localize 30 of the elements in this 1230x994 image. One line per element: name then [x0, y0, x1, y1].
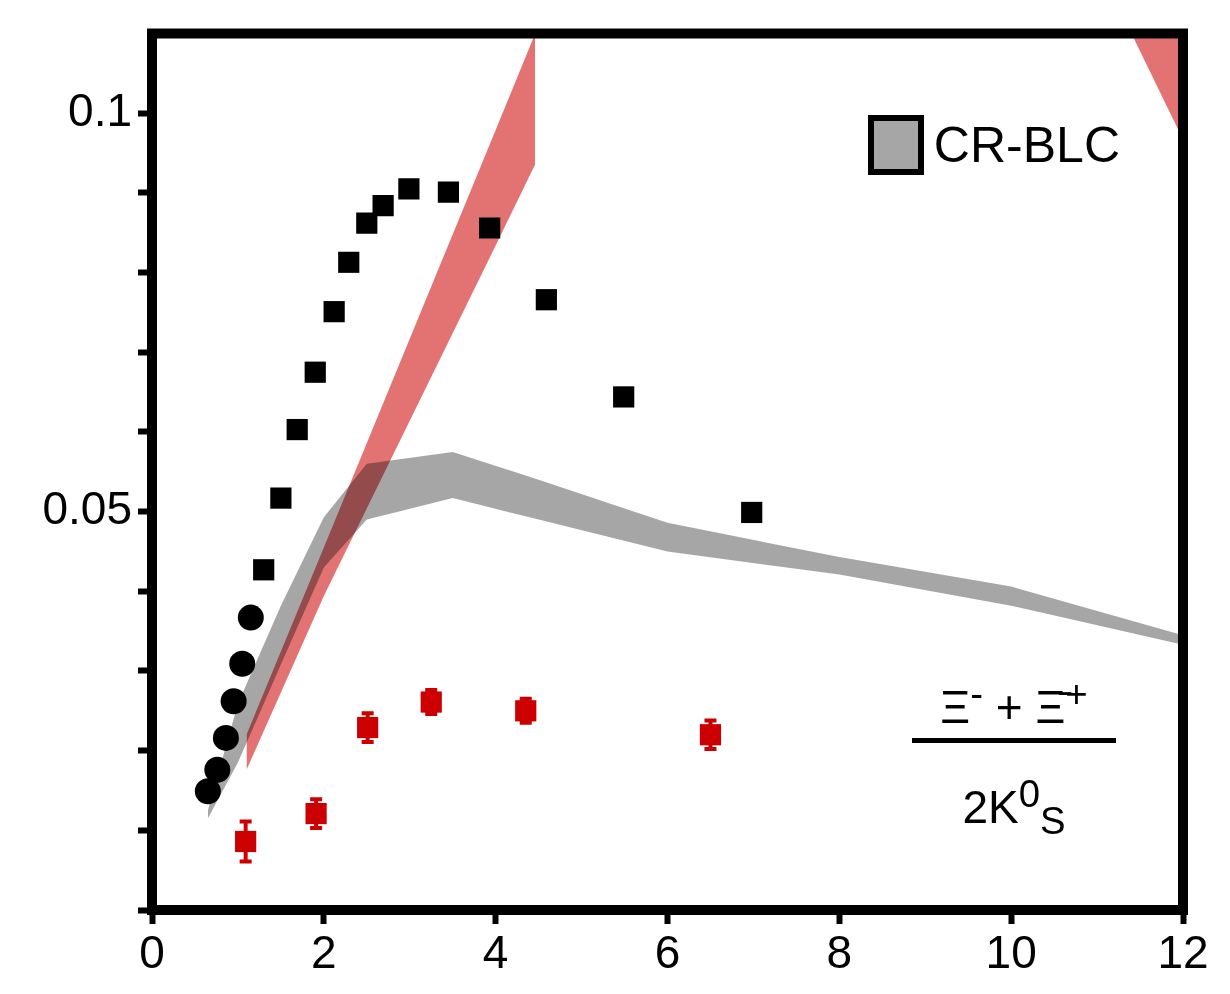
point — [437, 181, 460, 203]
x-tick-label: 8 — [826, 926, 853, 979]
x-tick-label: 4 — [482, 926, 509, 979]
point — [220, 688, 247, 715]
y-tick-label: 0.05 — [42, 482, 132, 535]
x-tick-label: 10 — [985, 926, 1037, 979]
x-tick-label: 0 — [139, 926, 165, 979]
point — [741, 501, 763, 524]
x-tick-label: 12 — [1157, 926, 1209, 979]
point — [229, 650, 256, 677]
point — [286, 418, 308, 441]
point — [479, 217, 501, 239]
point — [338, 251, 360, 273]
x-tick-label: 6 — [654, 926, 681, 979]
point — [535, 289, 557, 311]
point — [398, 178, 420, 200]
point — [204, 756, 231, 783]
point — [323, 301, 345, 323]
point — [356, 212, 378, 234]
point — [194, 778, 221, 805]
point — [212, 724, 239, 751]
x-tick-label: 2 — [311, 926, 337, 979]
y-tick-label: 0.1 — [68, 83, 132, 136]
point — [304, 361, 326, 383]
point — [253, 559, 275, 581]
point — [237, 604, 264, 631]
point — [372, 195, 394, 217]
point — [613, 386, 635, 408]
legend-label: CR-BLC — [933, 116, 1120, 174]
point — [270, 487, 292, 509]
